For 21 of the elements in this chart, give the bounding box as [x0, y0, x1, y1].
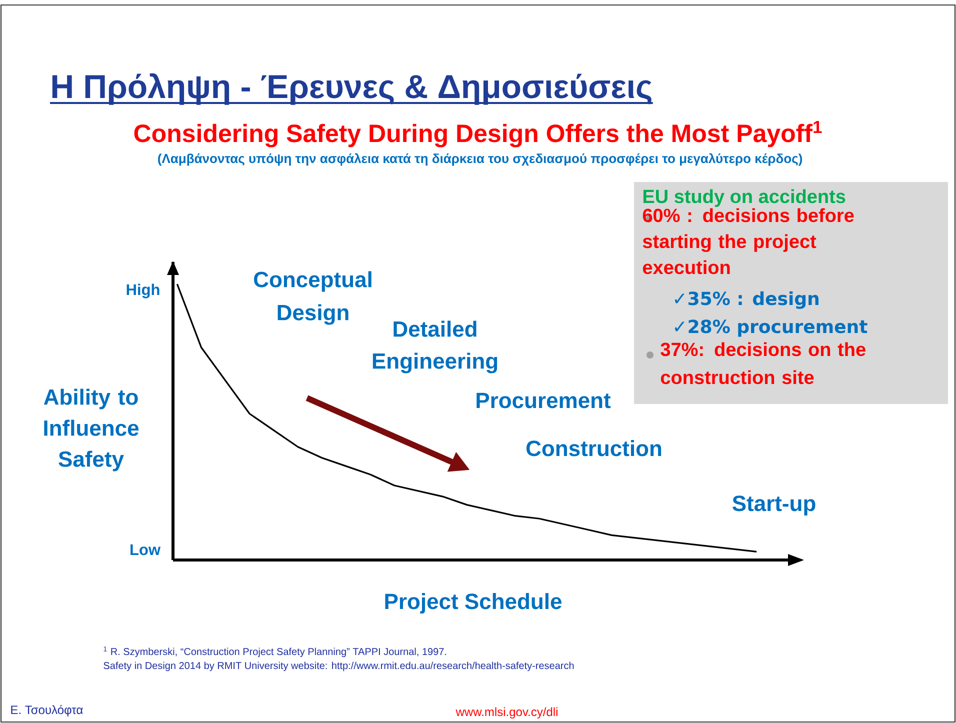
- text: Safety in Design 2014 by RMIT University website: http://www.rmit.edu.au/research/health-safety-research: [104, 662, 574, 672]
- y-axis-title: Ability to Influence Safety: [44, 388, 139, 472]
- annotation: Detailed Engineering: [372, 320, 498, 374]
- text: Ε. Τσουλόφτα: [11, 704, 83, 716]
- x-axis-title: Project Schedule: [385, 593, 562, 614]
- text: www.mlsi.gov.cy/dli: [456, 707, 558, 718]
- annotation: Conceptual Design: [254, 271, 372, 325]
- chart-subtitle: Considering Safety During Design Offers the Most Payoff$^{1}$: [134, 120, 822, 148]
- annotation: 37%: decisions on the construction site: [660, 342, 866, 384]
- chart-title: Η Πρόληψη - Έρευνες & Δημοσιεύσεις: [52, 73, 652, 105]
- text: High: [126, 284, 160, 298]
- annotation: Start-up: [732, 496, 816, 516]
- annotation: Procurement: [476, 392, 611, 408]
- text: 60% : decisions before starting the project execution: [642, 208, 854, 274]
- annotation: ✓28% procurement: [674, 320, 868, 337]
- text: $^{1}$ R. Szymberski, “Construction Project Safety Planning” TAPPI Journal, 1997.: [104, 646, 446, 658]
- text: EU study on accidents: [643, 189, 846, 207]
- annotation: Construction: [526, 440, 662, 456]
- annotation: ✓35% : design: [674, 291, 818, 309]
- text: Low: [130, 544, 161, 556]
- text: (Λαμβάνοντας υπόψη την ασφάλεια κατά τη διάρκεια του σχεδιασμού προσφέρει το μεγαλύτερο κέρδος): [158, 153, 802, 166]
